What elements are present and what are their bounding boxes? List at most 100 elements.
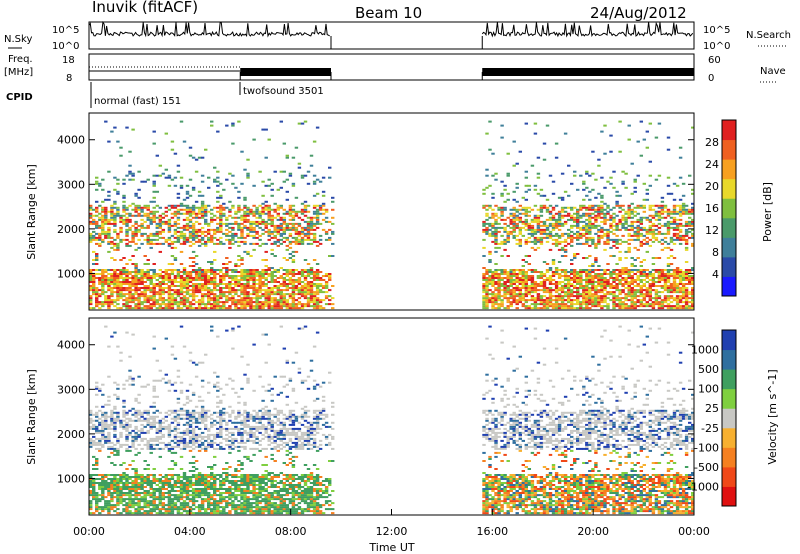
power-cell [485, 279, 489, 281]
power-cell [597, 236, 601, 239]
power-cell [594, 303, 598, 306]
power-cell [518, 281, 523, 283]
power-cell [240, 150, 244, 153]
power-cell [506, 301, 510, 304]
power-cell [585, 299, 589, 302]
power-cell [276, 232, 281, 235]
power-cell [261, 210, 265, 213]
power-cell [140, 295, 144, 298]
power-cell [288, 240, 293, 243]
power-cell [282, 226, 287, 229]
power-cell [642, 210, 647, 213]
power-cell [228, 307, 232, 310]
power-cell [660, 248, 665, 251]
power-cell [515, 277, 519, 279]
power-cell [134, 242, 138, 245]
power-cell [582, 301, 586, 304]
power-cell [288, 281, 293, 283]
velocity-cell [113, 435, 117, 438]
power-cell [573, 277, 577, 279]
power-cell [554, 204, 559, 207]
power-cell [204, 283, 208, 285]
power-cell [225, 257, 229, 259]
power-cell [588, 277, 592, 279]
power-cell [684, 295, 689, 298]
power-cell [240, 271, 244, 273]
power-cell [146, 289, 150, 292]
power-cell [131, 240, 135, 243]
power-cell [107, 307, 111, 310]
power-cell [524, 224, 529, 227]
power-cell [240, 240, 244, 243]
power-cell [491, 224, 495, 227]
power-cell [213, 299, 217, 302]
power-cell [494, 263, 498, 265]
power-cell [630, 208, 634, 211]
power-cell [542, 279, 547, 281]
power-cell [92, 214, 96, 217]
power-cell [660, 287, 665, 289]
power-cell [512, 140, 516, 143]
power-cell [524, 214, 529, 217]
power-cell [92, 273, 96, 275]
power-cell [182, 281, 187, 283]
power-cell [645, 198, 650, 201]
power-cell [609, 222, 613, 225]
velocity-cell [110, 445, 114, 448]
power-cell [249, 301, 253, 304]
velocity-cell [122, 484, 126, 486]
power-cell [615, 279, 619, 281]
power-cell [240, 232, 244, 235]
power-cell [276, 291, 281, 294]
power-cell [92, 218, 96, 221]
power-cell [527, 291, 532, 294]
power-cell [291, 250, 296, 253]
power-cell [672, 273, 677, 275]
power-cell [228, 200, 232, 203]
power-cell [600, 194, 604, 197]
power-cell [128, 301, 132, 304]
power-cell [678, 297, 683, 300]
power-cell [645, 277, 650, 279]
power-cell [512, 222, 516, 225]
power-cell [651, 289, 656, 292]
power-cell [666, 184, 671, 187]
power-cell [600, 279, 604, 281]
power-cell [509, 218, 513, 221]
power-cell [246, 287, 250, 289]
power-cell [95, 299, 99, 302]
power-cell [191, 271, 196, 273]
power-cell [624, 271, 628, 273]
power-cell [315, 307, 320, 310]
power-cell [678, 146, 683, 149]
power-cell [297, 291, 302, 294]
power-cell [672, 204, 677, 207]
power-cell [110, 216, 114, 219]
power-cell [309, 277, 314, 279]
power-cell [225, 234, 229, 237]
power-cell [560, 196, 565, 199]
power-cell [210, 289, 214, 292]
power-cell [503, 307, 507, 310]
power-cell [657, 122, 662, 125]
power-cell [255, 275, 259, 277]
power-cell [125, 273, 129, 275]
power-cell [273, 275, 277, 277]
power-cell [536, 299, 541, 302]
power-cell [285, 301, 290, 304]
power-cell [684, 246, 689, 249]
power-cell [621, 297, 625, 300]
power-cell [663, 275, 668, 277]
velocity-cell [113, 433, 117, 436]
power-cell [297, 281, 302, 283]
power-cell [161, 220, 166, 223]
velocity-cell [89, 437, 93, 440]
power-cell [285, 305, 290, 308]
power-cell [563, 283, 568, 285]
power-cell [563, 275, 568, 277]
power-cell [609, 293, 613, 296]
power-cell [630, 279, 634, 281]
power-cell [494, 236, 498, 239]
power-cell [119, 273, 123, 275]
velocity-cell [110, 419, 114, 422]
